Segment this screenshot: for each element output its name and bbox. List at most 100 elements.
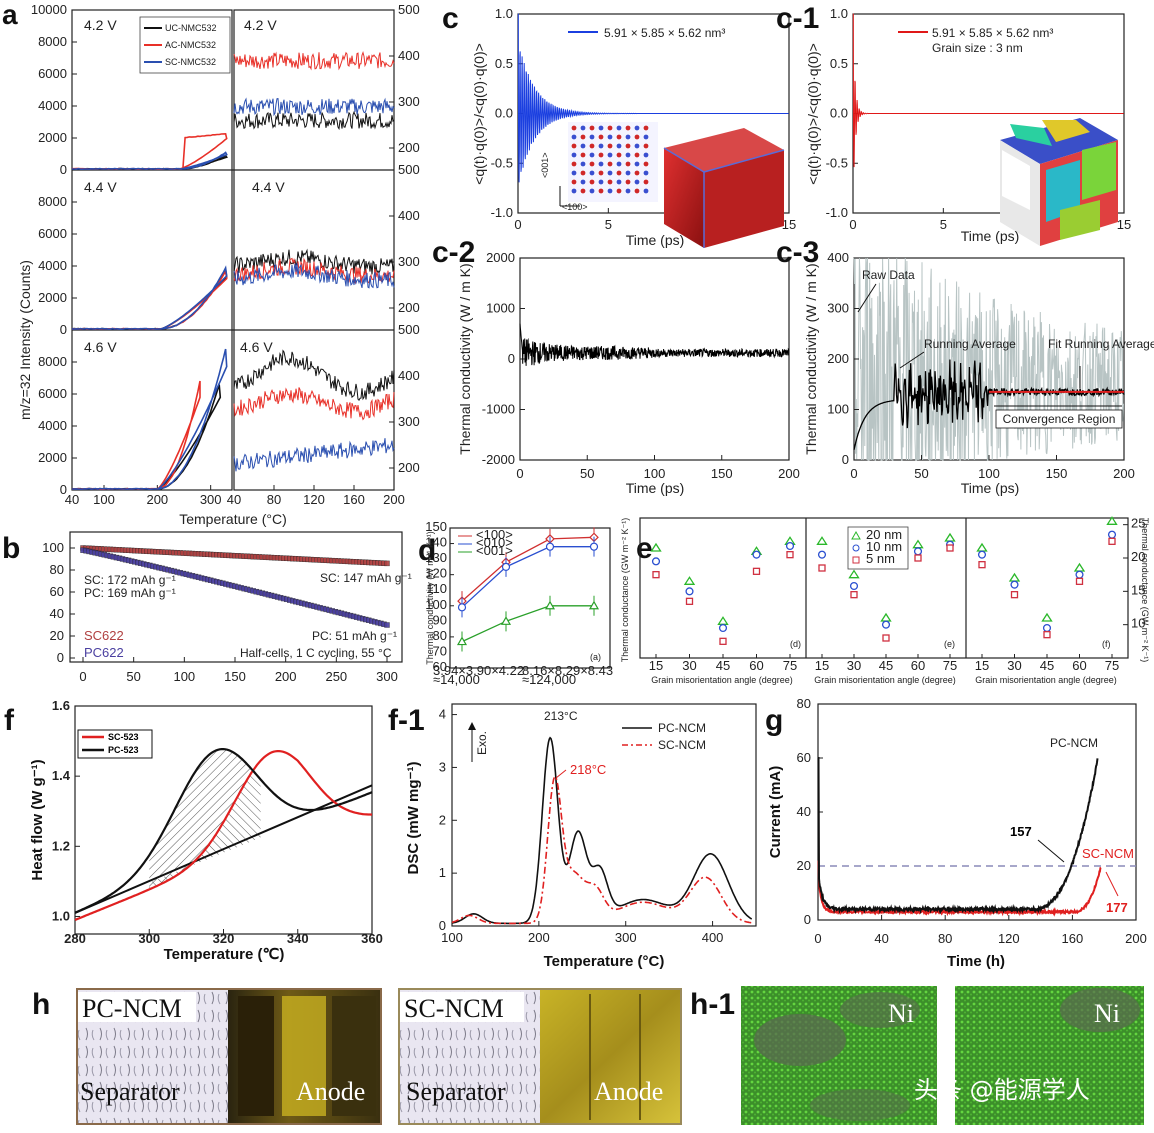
hcacf-ytick-label: 1.0	[495, 6, 513, 21]
e-xtick-label: 45	[1040, 658, 1054, 673]
e-frame	[639, 517, 1129, 659]
c3-annot-convergence: Convergence Region	[1003, 412, 1116, 426]
c-supercell-cube	[663, 128, 785, 248]
a-right-trace-uc-nmc532	[233, 349, 395, 402]
f1-xtick-label: 200	[528, 930, 550, 945]
panel-label-f1: f-1	[388, 704, 425, 737]
lattice-atom	[634, 143, 640, 149]
lattice-atom	[625, 152, 631, 158]
c3-xtick-label: 200	[1113, 466, 1135, 481]
d-point-triangle	[456, 636, 468, 646]
f-curve-pc-523	[74, 747, 373, 914]
a-right-ytick-label: 200	[398, 140, 420, 155]
d-ytick-label: 60	[433, 659, 447, 674]
b-ytick-label: 0	[57, 650, 64, 665]
h-pc-separator-label: Separator	[80, 1077, 180, 1106]
e-point-5nm	[882, 634, 890, 642]
c3-raw-arrow	[857, 283, 877, 313]
c2-xtick-label: 100	[644, 466, 666, 481]
a-ylabel: m/z=32 Intensity (Counts)	[17, 260, 33, 420]
a-right-trace-uc-nmc532	[233, 110, 395, 131]
a-left-xtick-label: 40	[65, 492, 79, 507]
lattice-atom	[598, 134, 604, 140]
e-point-20nm	[1041, 612, 1053, 622]
hcacf-ytick-label: -0.5	[826, 155, 848, 170]
a-right-ytick-label: 200	[398, 300, 420, 315]
a-left-curve-ac-nmc532	[71, 269, 228, 331]
a-left-ytick-label: 6000	[38, 386, 67, 401]
a-right-xtick-label: 160	[343, 492, 365, 507]
a-right-ytick-label: 400	[398, 208, 420, 223]
f-ytick-label: 1.6	[52, 698, 70, 713]
g-xtick-label: 0	[814, 931, 821, 946]
panel-f1-dsc-chart: f-1 100 200 300 400 0 1 2 3 4 Exo. PC-NCM SC-NCM…	[388, 703, 757, 970]
h-photo-pc-ncm: PC-NCM Separator Anode	[76, 988, 382, 1125]
panel-c3-running-average-chart: c-3 0 50 100 150 200 0 100 200 300 400 Raw Data R…	[776, 236, 1154, 496]
d-ytick-label: 100	[425, 597, 447, 612]
lattice-atom	[580, 179, 586, 185]
f-xtick-label: 360	[361, 931, 383, 946]
e-point-10nm	[977, 550, 987, 559]
a-left-ytick-label: 4000	[38, 418, 67, 433]
e-point-20nm	[880, 612, 892, 622]
e-point-10nm	[718, 623, 728, 633]
lattice-atom	[616, 152, 622, 158]
g-xtick-label: 160	[1062, 931, 1084, 946]
f1-legend-label-sc: SC-NCM	[658, 738, 706, 752]
panel-label-e: e	[636, 532, 653, 565]
a-xlabel: Temperature (°C)	[179, 511, 287, 527]
panel-label-h1: h-1	[690, 988, 735, 1021]
legend-label-ac: AC-NMC532	[165, 40, 216, 50]
h1-map-left: Ni	[741, 986, 937, 1125]
g-xtick-label: 120	[998, 931, 1020, 946]
a-right-trace-sc-nmc532	[233, 263, 395, 289]
lattice-atom	[589, 161, 595, 167]
lattice-atom	[616, 179, 622, 185]
b-annot-sc-end: SC: 147 mAh g⁻¹	[320, 571, 412, 585]
b-xtick-label: 50	[126, 669, 140, 684]
a-right-ytick-label: 400	[398, 48, 420, 63]
c1-polycrystal-cube	[1000, 118, 1118, 246]
lattice-atom	[589, 152, 595, 158]
g-ytick-label: 60	[797, 750, 811, 765]
e-point-10nm	[1042, 623, 1052, 633]
g-cross-arrow-sc	[1105, 871, 1119, 897]
c3-xtick-label: 0	[850, 466, 857, 481]
f1-ytick-label: 0	[439, 918, 446, 933]
lattice-atom	[634, 152, 640, 158]
panel-a-legend: UC-NMC532 AC-NMC532 SC-NMC532	[139, 16, 231, 74]
e-point-10nm	[685, 587, 694, 596]
panel-label-g: g	[765, 704, 783, 737]
d-legend-label: <001>	[476, 543, 513, 558]
hcacf-xtick-label: 0	[514, 217, 521, 232]
e-ylabel-right: Thermal conductance (GW m⁻² K⁻¹)	[1140, 518, 1150, 663]
c1-ylabel: <q(t)·q(0)>/<q(0)·q(0)>	[805, 43, 821, 185]
d-ytick-label: 120	[425, 566, 447, 581]
hcacf-series-c-1	[852, 13, 1124, 168]
f1-peak-arrow-sc	[555, 769, 567, 779]
e-legend-label: 5 nm	[866, 551, 895, 566]
c-ylabel: <q(t)·q(0)>/<q(0)·q(0)>	[471, 43, 487, 185]
c3-xtick-label: 100	[978, 466, 1000, 481]
hcacf-series-c	[517, 13, 789, 183]
lattice-atom	[589, 179, 595, 185]
e-xtick-label: 60	[1072, 658, 1086, 673]
a-left-curve-sc-nmc532	[71, 348, 228, 491]
g-xtick-label: 40	[874, 931, 888, 946]
lattice-atom	[616, 161, 622, 167]
e-xtick-label: 30	[1007, 658, 1021, 673]
legend-label-uc: UC-NMC532	[165, 23, 217, 33]
a-voltage-left-2: 4.4 V	[84, 179, 117, 195]
e-sublabel-e: (e)	[944, 639, 955, 649]
e-point-5nm	[1010, 591, 1019, 599]
lattice-atom	[625, 143, 631, 149]
b-xtick-label: 250	[325, 669, 347, 684]
d-legend: <100><010><001>	[458, 527, 513, 558]
e-xtick-label: 15	[975, 658, 989, 673]
e-legend-label: 20 nm	[866, 527, 902, 542]
c3-xtick-label: 50	[914, 466, 928, 481]
c1-legend-grain: Grain size : 3 nm	[932, 41, 1023, 55]
c-inset-axis-100: <100>	[562, 202, 588, 212]
